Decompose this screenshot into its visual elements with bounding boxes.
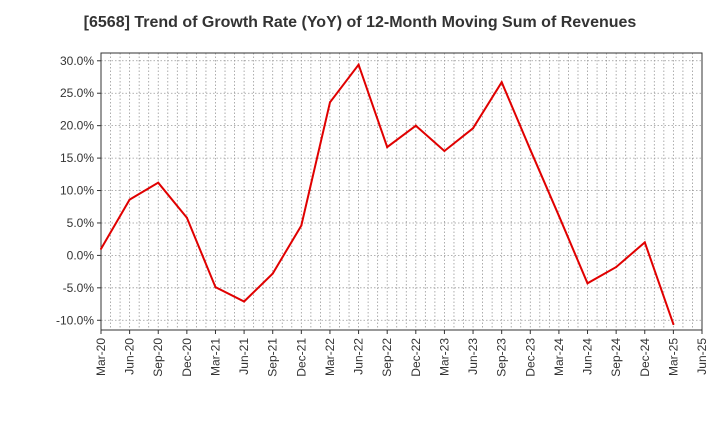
x-tick-label: Jun-22 [352,338,366,375]
y-tick-label: -10.0% [56,313,94,327]
data-point [243,300,246,303]
y-tick-label: 10.0% [60,184,94,198]
x-tick-label: Sep-23 [495,338,509,377]
x-tick-label: Sep-20 [151,338,165,377]
data-point [271,272,274,275]
data-point [214,286,217,289]
x-tick-label: Jun-21 [237,338,251,375]
x-tick-label: Mar-24 [552,338,566,376]
data-point [414,124,417,127]
data-point [672,323,675,326]
x-tick-label: Jun-20 [123,338,137,375]
plot-frame [100,52,703,331]
y-tick-label: -5.0% [63,281,95,295]
x-tick-label: Dec-24 [638,338,652,377]
data-point [557,214,560,217]
x-tick-label: Dec-22 [409,338,423,377]
data-point [529,148,532,151]
x-tick-label: Mar-22 [323,338,337,376]
data-point [157,181,160,184]
y-tick-label: 15.0% [60,151,94,165]
data-point [443,149,446,152]
data-point [643,241,646,244]
x-tick-label: Sep-21 [266,338,280,377]
data-point [500,81,503,84]
x-tick-label: Mar-23 [437,338,451,376]
chart-title: [6568] Trend of Growth Rate (YoY) of 12-… [83,14,637,31]
data-point [586,282,589,285]
x-tick-label: Jun-24 [581,338,595,375]
data-point [328,101,331,104]
y-tick-label: 5.0% [67,216,95,230]
x-tick-label: Mar-20 [94,338,108,376]
y-tick-label: 25.0% [60,86,94,100]
data-point [472,127,475,130]
x-tick-label: Sep-22 [380,338,394,377]
y-tick-label: 0.0% [67,248,95,262]
x-tick-label: Dec-21 [294,338,308,377]
y-tick-label: 30.0% [60,54,94,68]
data-point [128,198,131,201]
plot-area [101,53,702,330]
data-point [185,216,188,219]
y-tick-label: 20.0% [60,119,94,133]
data-point [357,63,360,66]
x-tick-label: Mar-25 [666,338,680,376]
data-point [386,146,389,149]
x-tick-label: Sep-24 [609,338,623,377]
data-point [615,266,618,269]
x-tick-label: Mar-21 [208,338,222,376]
data-point [100,247,102,250]
x-tick-label: Dec-23 [523,338,537,377]
x-tick-label: Jun-23 [466,338,480,375]
data-point [300,224,303,227]
x-tick-label: Jun-25 [695,338,709,375]
x-tick-label: Dec-20 [180,338,194,377]
